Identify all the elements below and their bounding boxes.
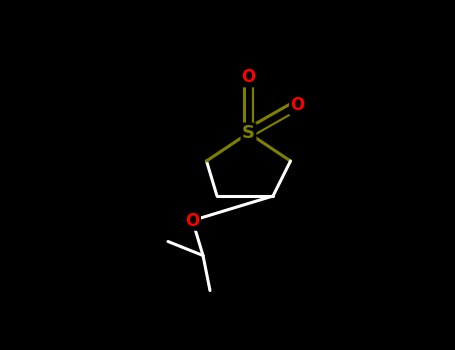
- Text: O: O: [241, 68, 256, 86]
- Text: O: O: [290, 96, 305, 114]
- Text: O: O: [185, 211, 200, 230]
- Text: S: S: [242, 124, 255, 142]
